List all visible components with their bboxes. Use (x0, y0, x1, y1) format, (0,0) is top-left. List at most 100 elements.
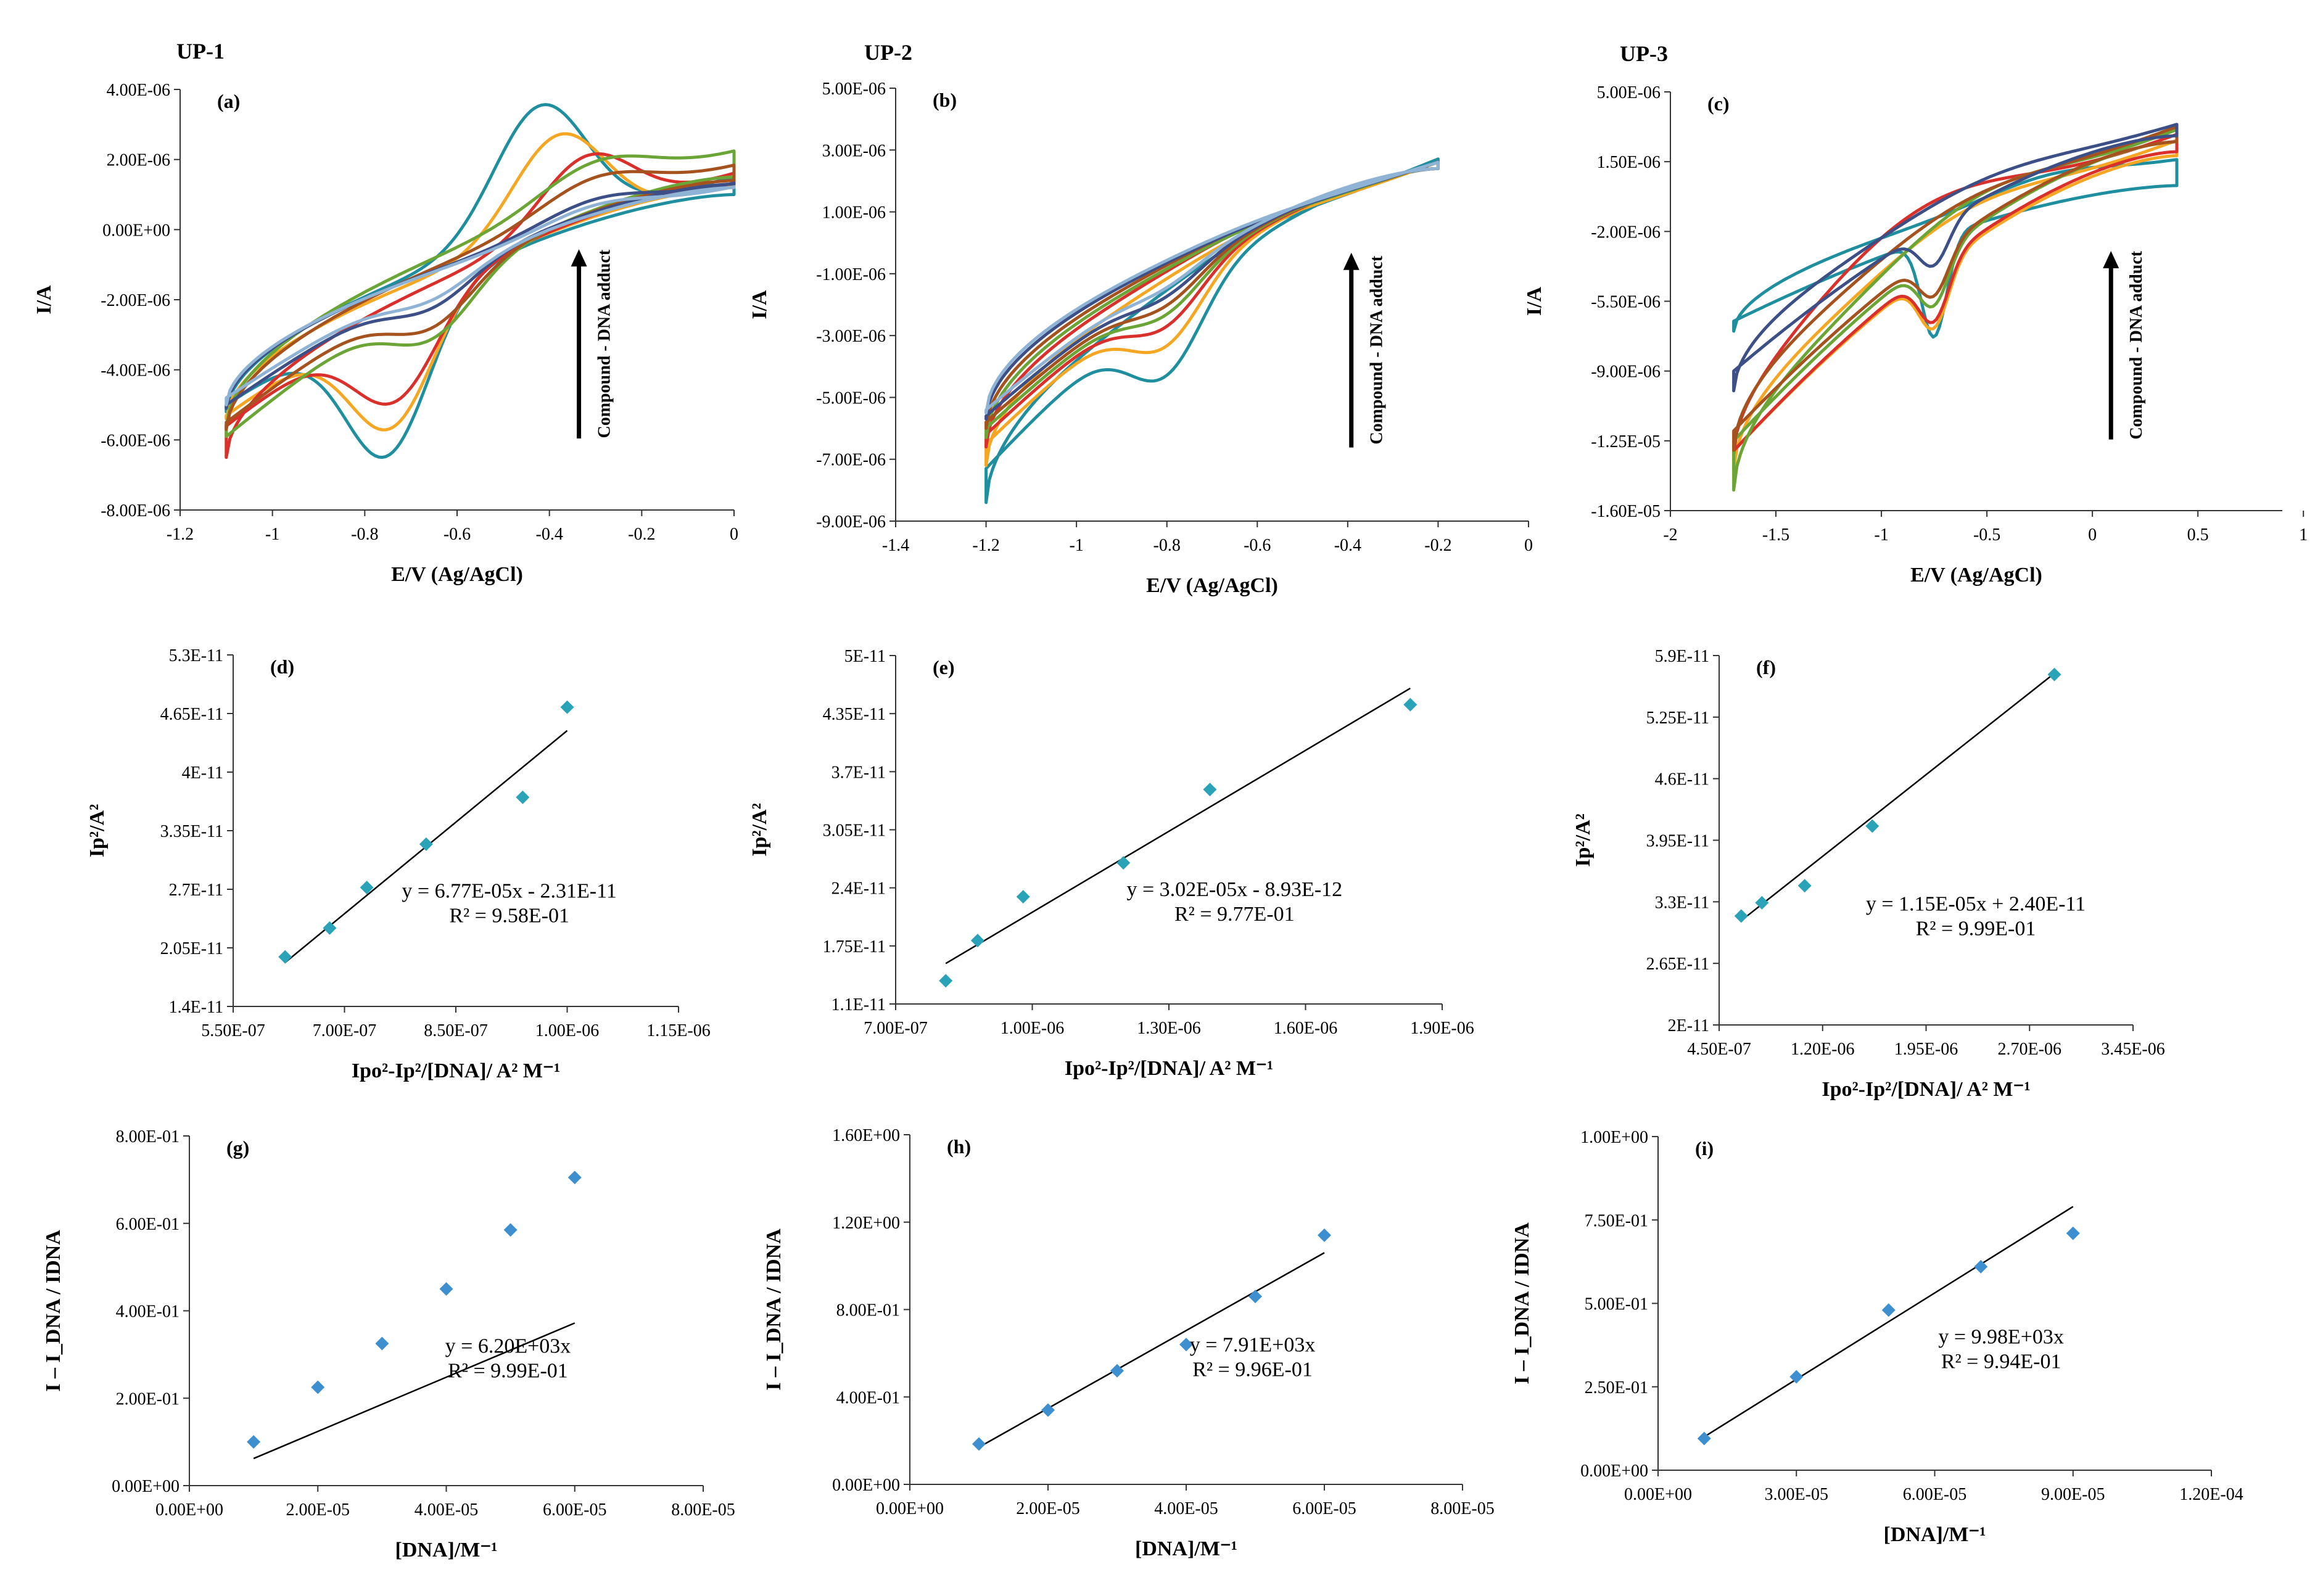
x-tick-label: -2 (1663, 525, 1677, 545)
y-tick-label: 4.00E-06 (107, 81, 170, 100)
x-tick-label: 2.00E-05 (1016, 1499, 1079, 1518)
data-point (972, 1437, 986, 1451)
x-axis-title: [DNA]/M⁻¹ (395, 1539, 498, 1561)
y-tick-label: 8.00E-01 (836, 1301, 900, 1320)
panel-label-b: (b) (933, 89, 957, 111)
x-axis-title: Ipo²-Ip²/[DNA]/ A² M⁻¹ (1065, 1057, 1273, 1080)
y-tick-label: -1.25E-05 (1591, 432, 1661, 451)
x-tick-label: -1 (1069, 536, 1083, 555)
y-tick-label: 2.4E-11 (832, 879, 886, 899)
panel-label-f: (f) (1756, 656, 1776, 678)
cv-curve-teal (225, 103, 736, 459)
y-tick-label: -6.00E-06 (101, 431, 170, 450)
chart-panel-d: 5.3E-11 4.65E-11 4E-11 3.35E-11 2.7E-11 2.05E… (86, 646, 711, 1082)
x-tick-label: 3.45E-06 (2101, 1040, 2164, 1059)
x-tick-label: 1.15E-06 (646, 1021, 710, 1040)
chart-panel-i: 1.00E+00 7.50E-01 5.00E-01 2.50E-01 0.00E+00… (1511, 1128, 2243, 1546)
x-axis-title: [DNA]/M⁻¹ (1135, 1537, 1237, 1560)
y-axis-title: I/A (1523, 286, 1546, 316)
y-tick-label: 1.60E+00 (832, 1126, 900, 1145)
x-tick-label: -0.8 (351, 525, 378, 544)
x-tick-label: 0.00E+00 (876, 1499, 944, 1518)
arrow-head (2103, 251, 2119, 269)
y-tick-label: 4.35E-11 (823, 705, 886, 724)
data-point (939, 974, 953, 988)
x-tick-label: 1.00E-06 (535, 1021, 599, 1040)
y-tick-label: 0.00E+00 (1580, 1462, 1648, 1481)
data-point (1110, 1364, 1124, 1378)
x-tick-label: 7.00E-07 (864, 1019, 927, 1038)
data-point (1116, 856, 1131, 870)
y-tick-label: 0.00E+00 (102, 221, 170, 240)
cv-curve-lightblue (225, 185, 736, 406)
fit-r-squared: R² = 9.77E-01 (1174, 903, 1295, 926)
y-tick-label: 4.65E-11 (160, 705, 223, 724)
data-point (247, 1435, 261, 1449)
x-tick-label: -0.2 (628, 525, 655, 544)
data-point (278, 950, 292, 964)
x-tick-label: 9.00E-05 (2041, 1485, 2105, 1504)
y-tick-label: -3.00E-06 (816, 327, 886, 346)
fit-equation: y = 6.20E+03x (445, 1335, 571, 1358)
data-point (2047, 667, 2061, 681)
data-point (2066, 1226, 2080, 1240)
x-tick-label: 0 (2088, 525, 2097, 545)
x-axis-title: E/V (Ag/AgCl) (1146, 574, 1278, 597)
y-tick-label: 2.00E-06 (107, 151, 170, 170)
y-axis-title: I/A (33, 285, 56, 315)
data-point (419, 837, 433, 851)
x-tick-label: 2.70E-06 (1998, 1040, 2061, 1059)
compound-title-3: UP-3 (1620, 41, 1668, 66)
x-tick-label: 0.00E+00 (1624, 1485, 1692, 1504)
panel-label-g: (g) (226, 1137, 249, 1159)
x-tick-label: 5.50E-07 (201, 1021, 265, 1040)
data-point (1734, 909, 1748, 923)
x-tick-label: -1.2 (972, 536, 999, 555)
data-point (1974, 1259, 1988, 1273)
x-axis-title: E/V (Ag/AgCl) (1910, 564, 2042, 586)
x-tick-label: 3.00E-05 (1765, 1485, 1828, 1504)
y-tick-label: 5.00E-01 (1585, 1295, 1648, 1314)
cv-curve-teal (1732, 158, 2179, 339)
y-tick-label: 5E-11 (844, 647, 886, 666)
data-point (311, 1380, 325, 1394)
data-point (1179, 1338, 1193, 1352)
x-tick-label: 1.60E-06 (1274, 1019, 1337, 1038)
panel-label-e: (e) (933, 656, 955, 678)
fit-equation: y = 9.98E+03x (1938, 1325, 2064, 1348)
chart-panel-g: 8.00E-01 6.00E-01 4.00E-01 2.00E-01 0.00E+00… (42, 1127, 735, 1561)
y-tick-label: 5.00E-06 (1597, 83, 1661, 102)
chart-panel-h: 1.60E+00 1.20E+00 8.00E-01 4.00E-01 0.00E+00… (762, 1126, 1495, 1560)
data-point (560, 700, 574, 714)
chart-panel-a: 4.00E-06 2.00E-06 0.00E+00 -2.00E-06 -4.00E-… (33, 81, 738, 586)
y-tick-label: 3.95E-11 (1646, 832, 1709, 851)
y-tick-label: 5.25E-11 (1646, 709, 1709, 728)
trend-line (1704, 1206, 2074, 1438)
x-tick-label: 8.00E-05 (1430, 1499, 1494, 1518)
x-tick-label: 6.00E-05 (543, 1500, 606, 1520)
panel-label-i: (i) (1695, 1137, 1714, 1159)
data-point (1041, 1403, 1055, 1417)
data-point (1203, 783, 1217, 797)
x-tick-label: -0.5 (1973, 525, 2000, 545)
fit-equation: y = 7.91E+03x (1190, 1334, 1316, 1357)
y-tick-label: 3.00E-06 (822, 141, 886, 160)
x-tick-label: 1.95E-06 (1894, 1040, 1958, 1059)
data-point (1797, 879, 1812, 893)
x-axis-title: E/V (Ag/AgCl) (391, 563, 523, 586)
y-tick-label: -8.00E-06 (101, 501, 170, 520)
data-point (1016, 890, 1030, 904)
trend-line (1741, 672, 2055, 921)
x-tick-label: 6.00E-05 (1903, 1485, 1966, 1504)
annotation-compound-dna-adduct: Compound - DNA adduct (2127, 250, 2146, 439)
x-axis-title: Ipo²-Ip²/[DNA]/ A² M⁻¹ (1822, 1078, 2030, 1101)
chart-panel-f: 5.9E-11 5.25E-11 4.6E-11 3.95E-11 3.3E-11 2.6… (1572, 647, 2165, 1101)
x-tick-label: -1.2 (167, 525, 194, 544)
fit-r-squared: R² = 9.94E-01 (1941, 1350, 2061, 1373)
x-tick-label: 4.00E-05 (415, 1500, 478, 1520)
x-tick-label: 1 (2299, 525, 2308, 545)
chart-panel-b: 5.00E-06 3.00E-06 1.00E-06 -1.00E-06 -3.00E-… (748, 80, 1533, 597)
y-tick-label: -1.60E-05 (1591, 502, 1661, 521)
x-tick-label: -1.4 (882, 536, 909, 555)
y-tick-label: 4E-11 (182, 763, 223, 783)
